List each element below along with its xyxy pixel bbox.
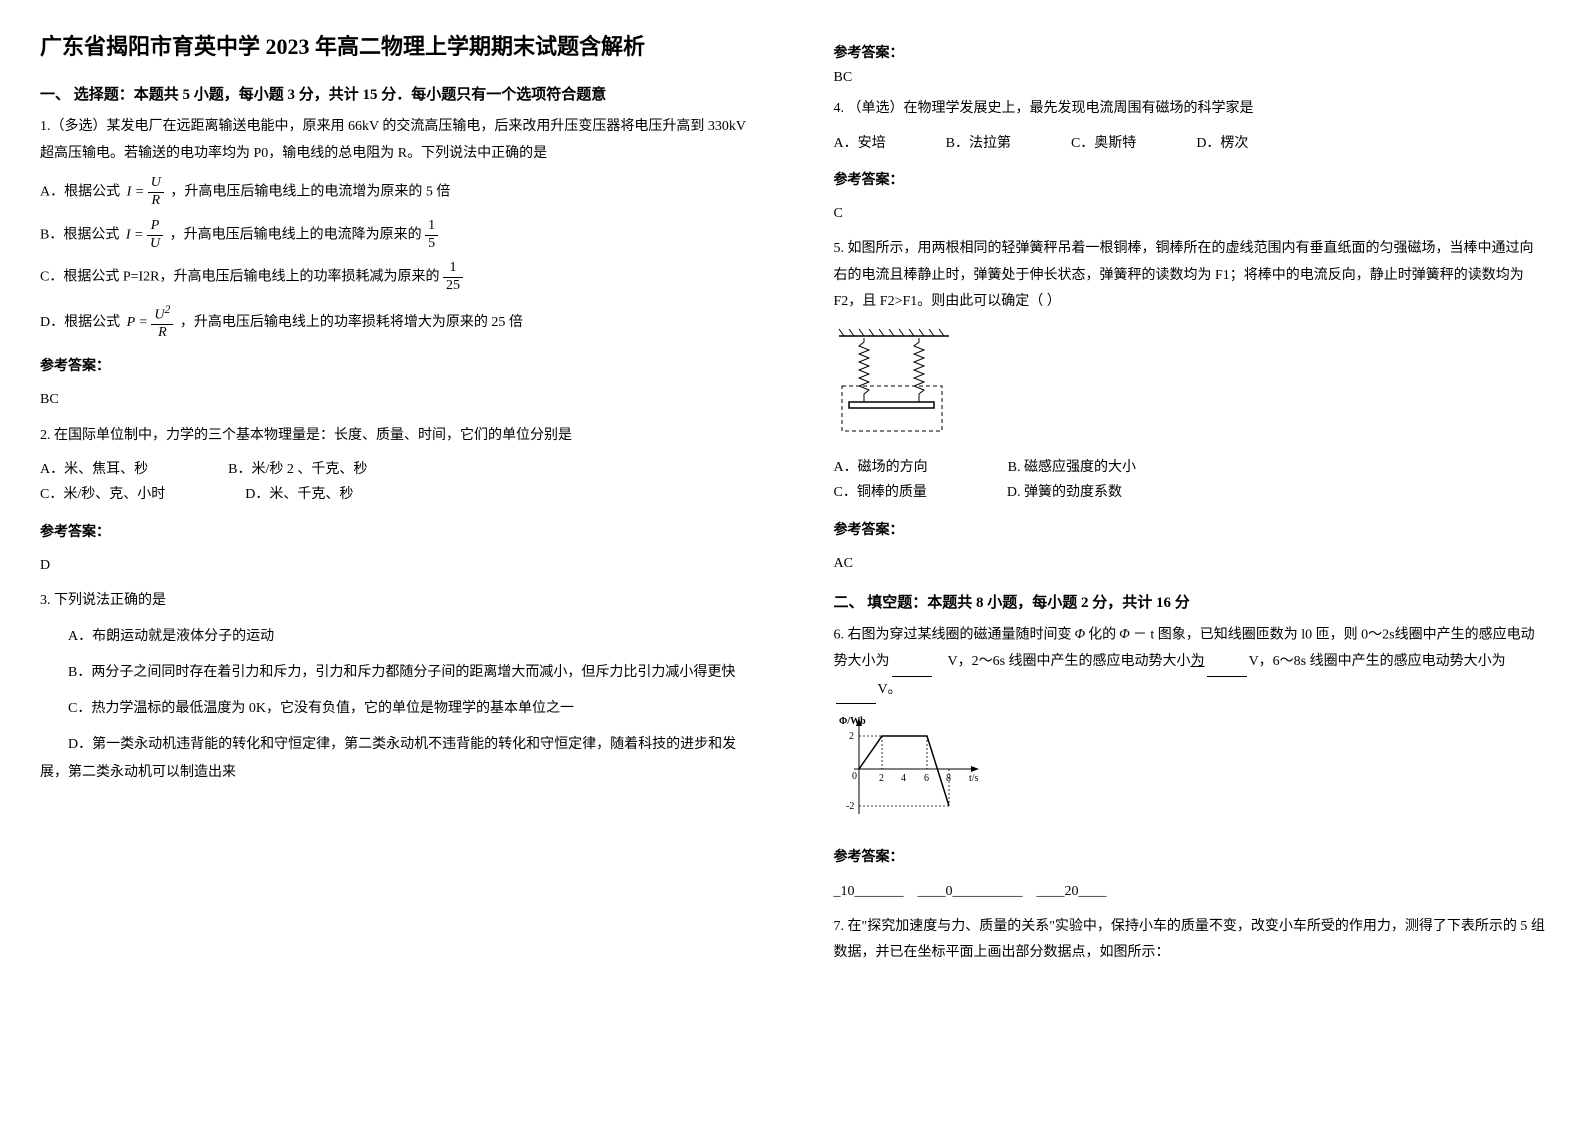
q6-s1: 6. 右图为穿过某线圈的磁通量随时间变 bbox=[834, 627, 1072, 642]
q6-s2: 化的 bbox=[1088, 627, 1116, 642]
q3-stem: 3. 下列说法正确的是 bbox=[40, 588, 754, 615]
q4-optD: D．楞次 bbox=[1196, 131, 1248, 156]
q4-optA: A．安培 bbox=[834, 131, 886, 156]
section2-header: 二、 填空题：本题共 8 小题，每小题 2 分，共计 16 分 bbox=[834, 591, 1548, 612]
q6-ans1: 10 bbox=[841, 884, 855, 899]
q1-optD-post: ，升高电压后输电线上的功率损耗将增大为原来的 25 倍 bbox=[180, 315, 523, 330]
phi-symbol-1: Φ bbox=[1075, 622, 1086, 649]
question-6: 6. 右图为穿过某线圈的磁通量随时间变Φ化的Φ－ t 图象，已知线圈匝数为 l0… bbox=[834, 622, 1548, 904]
right-column: 参考答案： BC 4. （单选）在物理学发展史上，最先发现电流周围有磁场的科学家… bbox=[794, 0, 1587, 1122]
q6-s7: V。 bbox=[878, 682, 902, 697]
question-5: 5. 如图所示，用两根相同的轻弹簧秤吊着一根铜棒，铜棒所在的虚线范围内有垂直纸面… bbox=[834, 236, 1548, 576]
q6-stem: 6. 右图为穿过某线圈的磁通量随时间变Φ化的Φ－ t 图象，已知线圈匝数为 l0… bbox=[834, 622, 1548, 704]
q3-answer: BC bbox=[834, 70, 1548, 86]
spring-diagram bbox=[834, 326, 1548, 445]
q6-s5: 为 bbox=[1191, 654, 1205, 669]
q1-optD-pre: D．根据公式 bbox=[40, 315, 120, 330]
q1-optA-pre: A．根据公式 bbox=[40, 185, 120, 200]
blank-3 bbox=[836, 677, 876, 705]
q2-answer-label: 参考答案： bbox=[40, 520, 754, 545]
q1-optB: B．根据公式 I = PU ，升高电压后输电线上的电流降为原来的 15 bbox=[40, 218, 754, 253]
q5-optB: B. 磁感应强度的大小 bbox=[1008, 455, 1136, 480]
q5-optD: D. 弹簧的劲度系数 bbox=[1007, 480, 1122, 505]
q6-ans2: 0 bbox=[946, 884, 953, 899]
svg-text:4: 4 bbox=[901, 773, 906, 784]
blank-1 bbox=[892, 649, 932, 677]
formula-I-P-U: I = PU bbox=[126, 218, 163, 253]
q6-s6: V，6～8s 线圈中产生的感应电动势大小为 bbox=[1249, 654, 1506, 669]
graph-svg: Φ/Wb 2 0 -2 2 4 6 8 t/s bbox=[834, 714, 984, 824]
formula-I-U-R: I = UR bbox=[127, 175, 164, 210]
svg-text:-2: -2 bbox=[846, 801, 854, 812]
frac-1-5: 15 bbox=[425, 218, 438, 253]
q5-optA: A．磁场的方向 bbox=[834, 455, 928, 480]
q4-optB: B．法拉第 bbox=[946, 131, 1011, 156]
q3-answer-label: 参考答案： bbox=[834, 42, 1548, 62]
svg-text:2: 2 bbox=[879, 773, 884, 784]
phi-symbol-2: Φ bbox=[1119, 622, 1130, 649]
q2-optA: A．米、焦耳、秒 bbox=[40, 457, 148, 482]
q3-optC: C．热力学温标的最低温度为 0K，它没有负值，它的单位是物理学的基本单位之一 bbox=[40, 695, 754, 723]
question-1: 1.（多选）某发电厂在远距离输送电能中，原来用 66kV 的交流高压输电，后来改… bbox=[40, 114, 754, 413]
spring-svg bbox=[834, 326, 954, 436]
q2-answer: D bbox=[40, 553, 754, 578]
q2-stem: 2. 在国际单位制中，力学的三个基本物理量是：长度、质量、时间，它们的单位分别是 bbox=[40, 423, 754, 450]
svg-text:2: 2 bbox=[849, 731, 854, 742]
section1-header: 一、 选择题：本题共 5 小题，每小题 3 分，共计 15 分．每小题只有一个选… bbox=[40, 83, 754, 104]
svg-text:t/s: t/s bbox=[969, 773, 979, 784]
q5-answer-label: 参考答案： bbox=[834, 518, 1548, 543]
q5-options: A．磁场的方向 B. 磁感应强度的大小 C．铜棒的质量 D. 弹簧的劲度系数 bbox=[834, 455, 1548, 505]
q5-answer: AC bbox=[834, 551, 1548, 576]
q1-stem: 1.（多选）某发电厂在远距离输送电能中，原来用 66kV 的交流高压输电，后来改… bbox=[40, 114, 754, 167]
q1-answer-label: 参考答案： bbox=[40, 354, 754, 379]
phi-t-graph: Φ/Wb 2 0 -2 2 4 6 8 t/s bbox=[834, 714, 1548, 833]
page-title: 广东省揭阳市育英中学 2023 年高二物理上学期期末试题含解析 bbox=[40, 30, 754, 63]
question-3: 3. 下列说法正确的是 A．布朗运动就是液体分子的运动 B．两分子之间同时存在着… bbox=[40, 588, 754, 787]
q1-optA: A．根据公式 I = UR ，升高电压后输电线上的电流增为原来的 5 倍 bbox=[40, 175, 754, 210]
svg-text:0: 0 bbox=[852, 771, 857, 782]
q4-optC: C．奥斯特 bbox=[1071, 131, 1136, 156]
q5-stem: 5. 如图所示，用两根相同的轻弹簧秤吊着一根铜棒，铜棒所在的虚线范围内有垂直纸面… bbox=[834, 236, 1548, 316]
q6-answer: _10_______ ____0__________ ____20____ bbox=[834, 879, 1548, 904]
left-column: 广东省揭阳市育英中学 2023 年高二物理上学期期末试题含解析 一、 选择题：本… bbox=[0, 0, 794, 1122]
q2-optC: C．米/秒、克、小时 bbox=[40, 482, 165, 507]
q5-optC: C．铜棒的质量 bbox=[834, 480, 927, 505]
q3-optA: A．布朗运动就是液体分子的运动 bbox=[40, 623, 754, 651]
q2-optB: B．米/秒 2 、千克、秒 bbox=[228, 457, 367, 482]
formula-P-U2-R: P = U2R bbox=[127, 303, 174, 342]
q1-optC-pre: C．根据公式 P=I2R，升高电压后输电线上的功率损耗减为原来的 bbox=[40, 270, 440, 285]
q1-optB-post: ，升高电压后输电线上的电流降为原来的 bbox=[170, 227, 422, 242]
blank-2 bbox=[1207, 649, 1247, 677]
svg-text:8: 8 bbox=[946, 773, 951, 784]
question-2: 2. 在国际单位制中，力学的三个基本物理量是：长度、质量、时间，它们的单位分别是… bbox=[40, 423, 754, 578]
q4-stem: 4. （单选）在物理学发展史上，最先发现电流周围有磁场的科学家是 bbox=[834, 96, 1548, 123]
svg-text:6: 6 bbox=[924, 773, 929, 784]
q1-optA-post: ，升高电压后输电线上的电流增为原来的 5 倍 bbox=[170, 185, 450, 200]
q3-optD: D．第一类永动机违背能的转化和守恒定律，第二类永动机不违背能的转化和守恒定律，随… bbox=[40, 731, 754, 787]
q6-s4: V，2～6s 线圈中产生的感应电动势大小 bbox=[948, 654, 1191, 669]
q4-options: A．安培 B．法拉第 C．奥斯特 D．楞次 bbox=[834, 131, 1548, 156]
q1-optC: C．根据公式 P=I2R，升高电压后输电线上的功率损耗减为原来的 125 bbox=[40, 260, 754, 295]
q7-stem: 7. 在"探究加速度与力、质量的关系"实验中，保持小车的质量不变，改变小车所受的… bbox=[834, 914, 1548, 967]
q1-answer: BC bbox=[40, 387, 754, 412]
q4-answer-label: 参考答案： bbox=[834, 168, 1548, 193]
q1-optB-pre: B．根据公式 bbox=[40, 227, 119, 242]
svg-text:Φ/Wb: Φ/Wb bbox=[839, 716, 866, 727]
q6-ans3: 20 bbox=[1065, 884, 1079, 899]
q4-answer: C bbox=[834, 201, 1548, 226]
q2-optD: D．米、千克、秒 bbox=[245, 482, 353, 507]
q1-optD: D．根据公式 P = U2R ，升高电压后输电线上的功率损耗将增大为原来的 25… bbox=[40, 303, 754, 342]
q3-optB: B．两分子之间同时存在着引力和斥力，引力和斥力都随分子间的距离增大而减小，但斥力… bbox=[40, 659, 754, 687]
q2-options: A．米、焦耳、秒 B．米/秒 2 、千克、秒 C．米/秒、克、小时 D．米、千克… bbox=[40, 457, 754, 507]
question-7: 7. 在"探究加速度与力、质量的关系"实验中，保持小车的质量不变，改变小车所受的… bbox=[834, 914, 1548, 967]
frac-1-25: 125 bbox=[443, 260, 463, 295]
q6-answer-label: 参考答案： bbox=[834, 845, 1548, 870]
question-4: 4. （单选）在物理学发展史上，最先发现电流周围有磁场的科学家是 A．安培 B．… bbox=[834, 96, 1548, 226]
